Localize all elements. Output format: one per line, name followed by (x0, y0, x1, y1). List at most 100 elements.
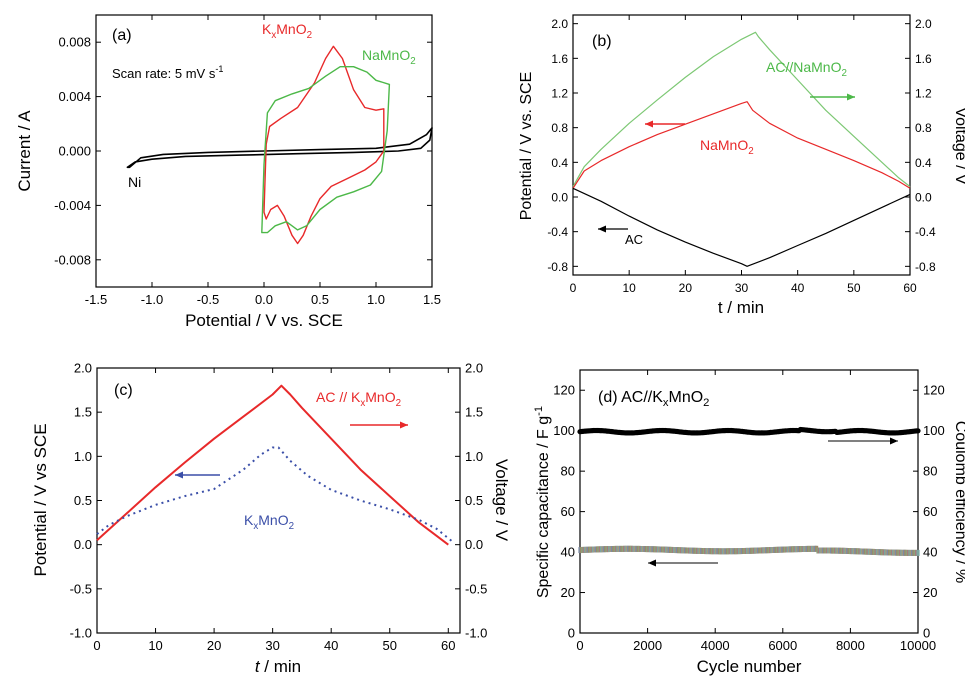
panel-a-kxmno2-label-part-1: x (271, 30, 276, 41)
panel-a-namno2-label: NaMnO2 (362, 47, 416, 67)
panel-b-ytick-label: 2.0 (551, 17, 568, 31)
panel-a-ylabel: Current / A (15, 110, 34, 192)
panel-b-xtick-label: 60 (903, 281, 917, 295)
panel-d-y2tick-label: 40 (923, 545, 937, 560)
panel-c-left-arrow-head (175, 471, 183, 479)
panel-c-ytick-label: 0.0 (74, 537, 92, 552)
panel-c-series-0 (96, 384, 449, 546)
panel-b-series-2 (572, 187, 911, 267)
panel-c-left-arrow (175, 471, 220, 479)
panel-b-xtick-label: 20 (679, 281, 693, 295)
panel-b-namno2-label: NaMnO2 (700, 137, 754, 157)
panel-b-ylabel: Potential / V vs. SCE (518, 72, 535, 221)
panel-c-ackxmno2-label-part-3: 2 (396, 398, 401, 409)
panel-c-xlabel-part-1: / min (260, 657, 302, 676)
panel-d-left-arrow (648, 559, 718, 567)
panel-d-capacitance-series (578, 545, 920, 556)
panel-d-y2tick-label: 120 (923, 383, 945, 398)
panel-c-xtick-label: 0 (93, 638, 100, 653)
panel-c-ytick-label: 0.5 (74, 493, 92, 508)
panel-b-label: (b) (592, 33, 612, 50)
panel-d-ytick-label: 60 (561, 504, 575, 519)
panel-b-y2tick-label: -0.4 (915, 225, 936, 239)
panel-a-kxmno2-label: KxMnO2 (262, 21, 312, 41)
panel-b-y2tick-label: 0.8 (915, 121, 932, 135)
panel-a-ni-label: Ni (128, 174, 141, 190)
panel-d-ylabel-part-1: -1 (533, 406, 545, 416)
panel-b-ytick-label: 1.2 (551, 87, 568, 101)
panel-b-y2tick-label: 1.2 (915, 87, 932, 101)
panel-c-ytick-label: 2.0 (74, 361, 92, 376)
panel-a-xtick-label: 0.0 (255, 292, 273, 307)
panel-c-y2tick-label: -0.5 (465, 581, 487, 596)
panel-d-xtick-label: 2000 (633, 638, 662, 653)
panel-d-ce-point (915, 428, 921, 434)
panel-b-left-arrow-head (645, 120, 653, 128)
panel-a-series-1 (263, 45, 385, 245)
panel-b-ytick-label: 0.0 (551, 191, 568, 205)
panel-c-ytick-label: 1.0 (74, 449, 92, 464)
panel-d-y2tick-label: 60 (923, 504, 937, 519)
panel-d-coulomb-series (577, 426, 921, 436)
panel-d-xtick-label: 6000 (768, 638, 797, 653)
panel-a-xtick-label: 1.5 (423, 292, 441, 307)
panel-b-ytick-label: 1.6 (551, 52, 568, 66)
panel-d-ytick-label: 120 (553, 383, 575, 398)
panel-b-y2tick-label: -0.8 (915, 260, 936, 274)
panel-b-y2tick-label: 2.0 (915, 17, 932, 31)
panel-a-namno2-label-part-0: NaMnO (362, 47, 410, 63)
panel-a-ytick-label: 0.008 (58, 35, 91, 50)
panel-b-ytick-label: 0.4 (551, 156, 568, 170)
panel-b-series-1 (572, 101, 911, 189)
panel-d-xtick-label: 4000 (701, 638, 730, 653)
panel-c-kxmno2-label-part-3: 2 (289, 521, 294, 532)
panel-d-xlabel-dummy: Cycle number (573, 660, 580, 662)
panel-a-ytick-label: -0.008 (54, 252, 91, 267)
panel-b-ytick-label: -0.8 (547, 260, 568, 274)
panel-c-xlabel: t / min (255, 657, 301, 676)
panel-c-right-arrow-head (400, 421, 408, 429)
panel-c-y2tick-label: 0.0 (465, 537, 483, 552)
panel-d-title-part-1: x (663, 397, 669, 409)
panel-d-ylabel-part-0: Specific capacitance / F g (535, 416, 552, 598)
panel-c-xtick-label: 20 (207, 638, 221, 653)
panel-c-ylabel: Potential / V vs SCE (31, 423, 50, 576)
panel-c-ytick-label: -0.5 (70, 581, 92, 596)
panel-d: 0 2000 4000 6000 8000 10000020406080100120020… (553, 369, 945, 653)
panel-d-y2label: Coulomb efficiency / % (952, 421, 965, 583)
panel-b-acnamno2-label-part-0: AC//NaMnO (766, 59, 842, 75)
panel-b-xtick-label: 50 (847, 281, 861, 295)
panel-b-acnamno2-label-part-1: 2 (841, 68, 846, 79)
panel-c-xtick-label: 40 (324, 638, 338, 653)
panel-b-xtick-label: 30 (735, 281, 749, 295)
panel-d-right-arrow (828, 437, 898, 445)
panel-c-ytick-label: 1.5 (74, 405, 92, 420)
panel-c-ytick-label: -1.0 (70, 626, 92, 641)
panel-a-ytick-label: 0.000 (58, 144, 91, 159)
panel-b-xtick-label: 10 (622, 281, 636, 295)
panel-d-xtick-label: 0 (576, 638, 583, 653)
panel-c-ackxmno2-label-part-1: x (360, 398, 365, 409)
panel-d-cap-point (916, 549, 920, 556)
panel-a-kxmno2-label-part-2: MnO (276, 21, 306, 37)
panel-a-kxmno2-label-part-3: 2 (307, 30, 312, 41)
panel-b-xtick-label: 40 (791, 281, 805, 295)
panel-b-y2tick-label: 0.4 (915, 156, 932, 170)
panel-a-ytick-label: 0.004 (58, 89, 91, 104)
panel-d-frame (579, 369, 919, 634)
panel-c-y2label: Voltage / V (492, 459, 511, 542)
panel-d-y2tick-label: 100 (923, 423, 945, 438)
panel-c-xtick-label: 30 (265, 638, 279, 653)
panel-c-frame (96, 367, 461, 634)
panel-b-ac-label: AC (625, 232, 643, 247)
panel-d-title-part-2: MnO (669, 389, 704, 406)
panel-d-y2tick-label: 20 (923, 585, 937, 600)
panel-b-right-arrow-head (847, 93, 855, 101)
panel-c-y2tick-label: -1.0 (465, 626, 487, 641)
panel-a-xtick-label: -1.5 (85, 292, 107, 307)
panel-c-xtick-label: 60 (441, 638, 455, 653)
panel-a-xtick-label: -0.5 (197, 292, 219, 307)
panel-a-xtick-label: 0.5 (311, 292, 329, 307)
panel-d-ylabel: Specific capacitance / F g-1 (533, 406, 552, 598)
